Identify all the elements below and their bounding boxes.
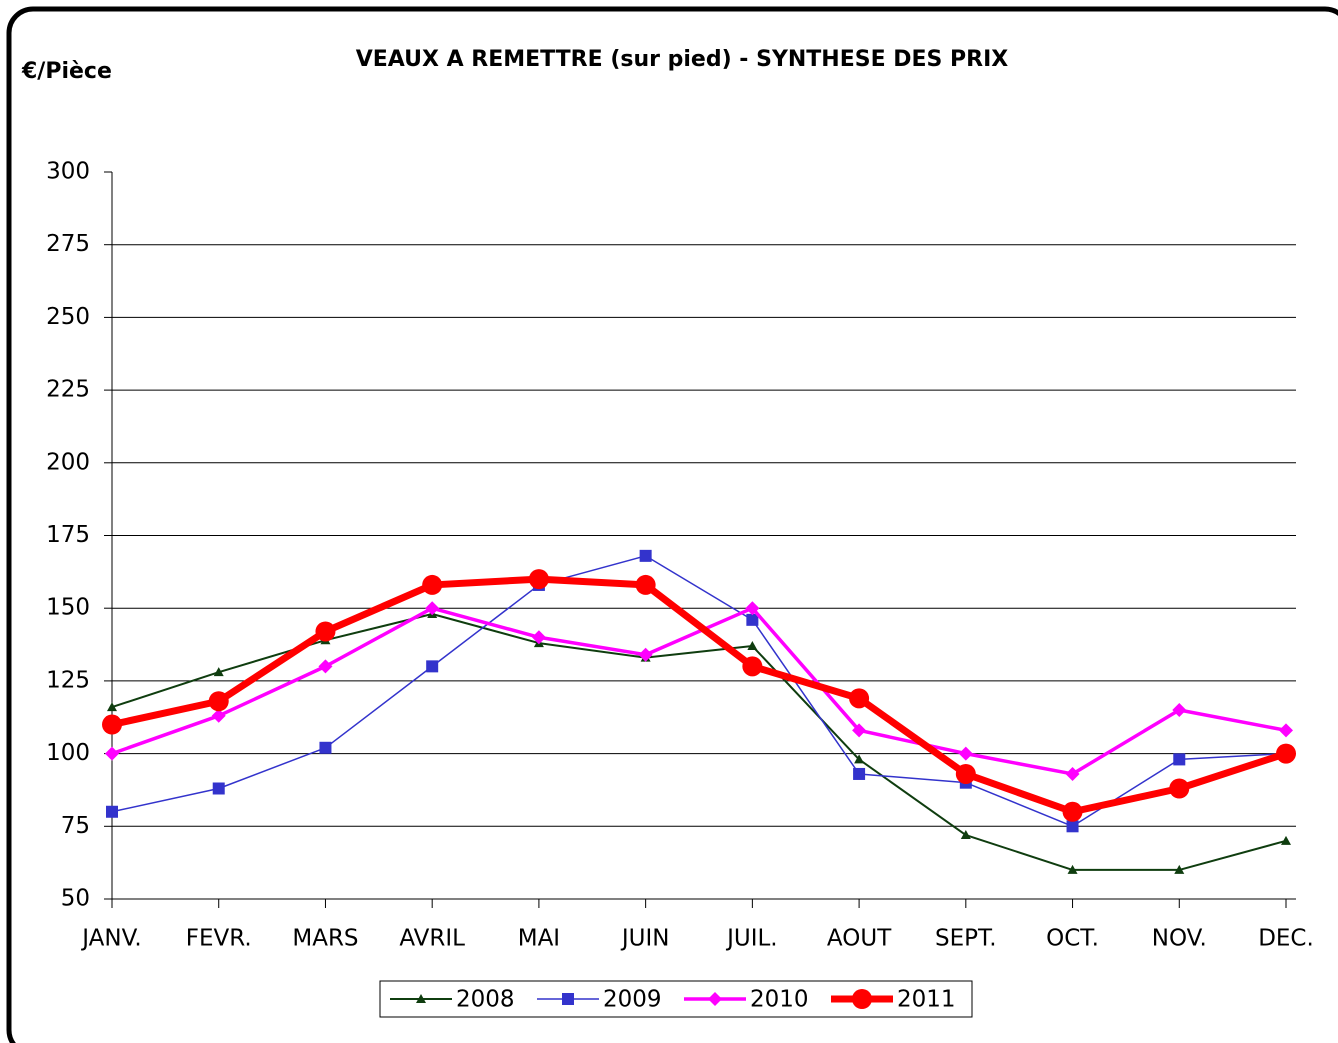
point-marker bbox=[745, 601, 760, 616]
point-marker bbox=[1279, 723, 1293, 738]
x-tick-label: JANV. bbox=[80, 926, 141, 952]
point-marker bbox=[960, 830, 971, 840]
point-marker bbox=[746, 613, 759, 626]
series-line bbox=[111, 555, 1287, 828]
point-marker bbox=[1174, 864, 1185, 874]
point-marker bbox=[1281, 835, 1291, 845]
point-marker bbox=[1066, 820, 1079, 833]
y-tick-label: 250 bbox=[46, 304, 90, 330]
series bbox=[105, 601, 1293, 781]
series-line bbox=[111, 606, 1287, 776]
legend-marker bbox=[708, 992, 722, 1006]
point-marker bbox=[425, 601, 440, 616]
point-marker bbox=[1169, 778, 1190, 799]
point-marker bbox=[1276, 743, 1296, 764]
legend-label: 2011 bbox=[897, 987, 956, 1013]
point-marker bbox=[635, 574, 656, 595]
point-marker bbox=[639, 549, 652, 562]
chart-title: VEAUX A REMETTRE (sur pied) - SYNTHESE D… bbox=[356, 47, 1009, 72]
x-tick-label: MAI bbox=[518, 926, 560, 952]
point-marker bbox=[958, 746, 973, 761]
x-tick-label: DEC. bbox=[1258, 926, 1314, 952]
legend-label: 2009 bbox=[603, 987, 662, 1013]
point-marker bbox=[849, 688, 870, 709]
point-marker bbox=[211, 708, 226, 723]
point-marker bbox=[1065, 766, 1080, 781]
point-marker bbox=[955, 763, 976, 784]
y-tick-label: 50 bbox=[61, 886, 90, 912]
point-marker bbox=[1062, 801, 1083, 822]
x-tick-label: FEVR. bbox=[186, 926, 252, 952]
x-tick-label: AVRIL bbox=[399, 926, 465, 952]
point-marker bbox=[212, 782, 225, 795]
y-tick-label: 150 bbox=[46, 595, 90, 621]
legend-marker bbox=[852, 989, 872, 1009]
legend-marker bbox=[416, 994, 426, 1003]
point-marker bbox=[742, 656, 763, 677]
series-line bbox=[111, 575, 1288, 816]
point-marker bbox=[638, 647, 653, 662]
point-marker bbox=[106, 805, 118, 818]
legend: 2008 2009 2010 2011 bbox=[379, 980, 973, 1018]
point-marker bbox=[531, 630, 546, 645]
point-marker bbox=[853, 767, 866, 780]
point-marker bbox=[854, 754, 865, 764]
x-tick-label: MARS bbox=[292, 926, 358, 952]
y-tick-label: 175 bbox=[46, 522, 90, 548]
legend-label: 2008 bbox=[456, 987, 515, 1013]
point-marker bbox=[107, 702, 117, 712]
x-tick-label: JUIN bbox=[620, 926, 670, 952]
point-marker bbox=[318, 659, 333, 674]
point-marker bbox=[315, 621, 336, 642]
point-marker bbox=[528, 569, 549, 590]
chart-frame bbox=[6, 6, 1338, 1043]
x-tick-label: AOUT bbox=[827, 926, 892, 952]
y-axis-label: €/Pièce bbox=[21, 59, 112, 84]
x-tick-label: NOV. bbox=[1152, 926, 1207, 952]
point-marker bbox=[852, 723, 867, 738]
x-tick-label: OCT. bbox=[1046, 926, 1099, 952]
point-marker bbox=[1172, 702, 1187, 717]
point-marker bbox=[319, 741, 332, 754]
series bbox=[102, 569, 1296, 822]
point-marker bbox=[208, 691, 229, 712]
point-marker bbox=[213, 667, 224, 677]
y-tick-label: 200 bbox=[46, 449, 90, 475]
y-tick-label: 275 bbox=[46, 231, 90, 257]
legend-label: 2010 bbox=[750, 987, 809, 1013]
y-tick-label: 75 bbox=[61, 813, 90, 839]
legend-marker bbox=[562, 993, 574, 1005]
y-tick-label: 225 bbox=[46, 377, 90, 403]
y-tick-label: 100 bbox=[46, 740, 90, 766]
y-tick-label: 300 bbox=[46, 159, 90, 185]
point-marker bbox=[1067, 864, 1078, 874]
point-marker bbox=[105, 746, 119, 761]
point-marker bbox=[1173, 753, 1186, 766]
point-marker bbox=[422, 574, 443, 595]
point-marker bbox=[102, 714, 122, 735]
x-tick-label: JUIL. bbox=[725, 926, 778, 952]
y-tick-label: 125 bbox=[46, 667, 90, 693]
point-marker bbox=[747, 641, 758, 651]
x-tick-label: SEPT. bbox=[935, 926, 997, 952]
point-marker bbox=[426, 660, 439, 673]
